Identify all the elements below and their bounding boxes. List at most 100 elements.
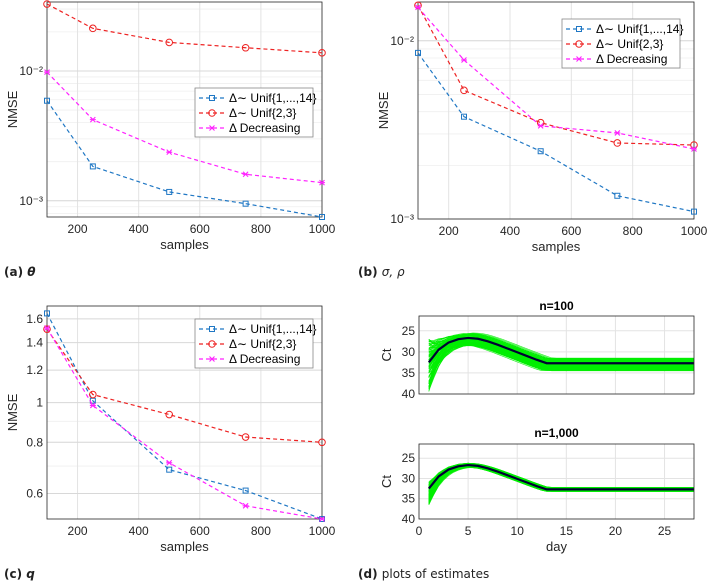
y-tick-label: 1.6 <box>26 312 43 326</box>
y-axis-label: NMSE <box>5 393 20 431</box>
x-marker <box>89 116 96 123</box>
x-marker <box>44 69 50 76</box>
x-marker <box>166 149 173 156</box>
subplot-0: n=100 25 30 35 40 Ct <box>379 299 695 401</box>
y-tick-label: 10⁻³ <box>390 212 414 226</box>
estimate-curve <box>428 341 694 374</box>
caption-b: (b) σ, ρ <box>358 265 405 279</box>
x-tick-label: 600 <box>190 222 210 236</box>
square-marker <box>614 192 621 199</box>
estimate-curve <box>428 345 694 377</box>
legend-label: Δ∼ Unif{2,3} <box>229 337 296 351</box>
x-marker <box>242 502 249 509</box>
x-tick-label: 200 <box>68 524 88 538</box>
y-axis-label: Ct <box>379 348 394 361</box>
estimate-curve <box>428 462 694 488</box>
y-tick-label: 0.6 <box>26 487 43 501</box>
axes-box <box>418 443 695 520</box>
x-tick-label: 200 <box>68 222 88 236</box>
legend-label: Δ Decreasing <box>229 352 300 366</box>
x-tick-label: 1000 <box>681 224 708 238</box>
x-tick-label: 600 <box>190 524 210 538</box>
estimate-curve <box>428 334 694 362</box>
circle-marker <box>165 410 174 419</box>
x-tick-label: 800 <box>251 524 271 538</box>
square-marker <box>166 188 173 195</box>
caption-tag: (a) <box>4 265 27 279</box>
circle-marker <box>318 438 326 447</box>
y-tick-label: 25 <box>402 324 416 338</box>
caption-text: plots of estimates <box>382 567 490 581</box>
circle-marker <box>89 24 97 33</box>
x-marker <box>209 125 215 131</box>
y-axis-label: NMSE <box>5 90 20 128</box>
circle-marker <box>208 109 216 117</box>
square-marker <box>415 49 421 56</box>
x-marker <box>415 4 421 11</box>
estimate-curve <box>428 466 694 492</box>
circle-marker <box>241 43 250 52</box>
x-tick-label: 400 <box>129 222 149 236</box>
x-axis-label: samples <box>532 239 581 254</box>
square-marker <box>166 466 173 473</box>
y-tick-label: 1.4 <box>26 336 43 350</box>
square-marker <box>209 326 215 332</box>
square-marker <box>537 148 544 155</box>
circle-marker <box>318 49 326 57</box>
legend-label: Δ∼ Unif{2,3} <box>229 106 296 120</box>
circle-marker <box>89 390 97 399</box>
estimate-curve <box>428 339 694 366</box>
estimate-curve <box>428 335 694 362</box>
subplot-title: n=1,000 <box>534 426 579 440</box>
y-tick-label: 10⁻² <box>390 34 414 48</box>
square-marker <box>209 95 215 101</box>
square-marker <box>461 113 467 120</box>
legend-label: Δ∼ Unif{1,...,14} <box>229 91 316 105</box>
circle-marker <box>165 38 174 47</box>
x-tick-label: 800 <box>623 224 643 238</box>
legend-label: Δ∼ Unif{2,3} <box>596 37 663 51</box>
legend: Δ∼ Unif{1,...,14}Δ∼ Unif{2,3}Δ Decreasin… <box>194 87 316 138</box>
y-axis-label: NMSE <box>376 91 391 129</box>
x-marker <box>44 325 50 331</box>
x-axis-label: samples <box>160 237 209 252</box>
circle-marker <box>613 139 622 147</box>
caption-tag: (b) <box>358 265 382 279</box>
axes-box <box>417 1 695 220</box>
y-tick-label: 1 <box>36 396 43 410</box>
axes-box <box>46 305 323 520</box>
estimate-curve <box>428 341 694 369</box>
legend-label: Δ Decreasing <box>596 52 667 66</box>
square-marker <box>44 310 50 317</box>
x-tick-label: 1000 <box>309 524 336 538</box>
x-marker <box>537 122 544 129</box>
y-tick-label: 35 <box>402 366 416 380</box>
x-axis-label: day <box>546 539 567 554</box>
legend: Δ∼ Unif{1,...,14}Δ∼ Unif{2,3}Δ Decreasin… <box>561 18 683 69</box>
estimate-curve <box>428 333 694 362</box>
x-marker <box>576 56 582 62</box>
estimate-curve <box>428 332 694 359</box>
x-marker <box>614 130 621 136</box>
legend-label: Δ∼ Unif{1,...,14} <box>596 22 683 36</box>
square-marker <box>44 97 50 104</box>
y-tick-label: 10⁻² <box>19 64 43 78</box>
caption-c: (c) q <box>4 567 35 581</box>
x-marker <box>319 516 325 522</box>
square-marker <box>89 163 96 170</box>
square-marker <box>691 208 697 215</box>
series-line-blue <box>417 52 695 213</box>
caption-d: (d) plots of estimates <box>358 567 489 581</box>
caption-tag: (c) <box>4 567 26 581</box>
square-marker <box>242 487 249 494</box>
square-marker <box>576 26 582 32</box>
x-tick-label: 400 <box>129 524 149 538</box>
chart-c: 200 400 600 800 1000 0.6 0.8 1 1.2 1.4 1.6 samples N… <box>5 305 336 554</box>
circle-marker <box>414 1 422 10</box>
circle-marker <box>575 40 583 48</box>
x-marker <box>461 57 467 63</box>
series-line-red <box>46 3 323 54</box>
y-tick-label: 35 <box>402 492 416 506</box>
caption-text: θ <box>27 265 35 279</box>
x-tick-label: 15 <box>560 524 574 538</box>
